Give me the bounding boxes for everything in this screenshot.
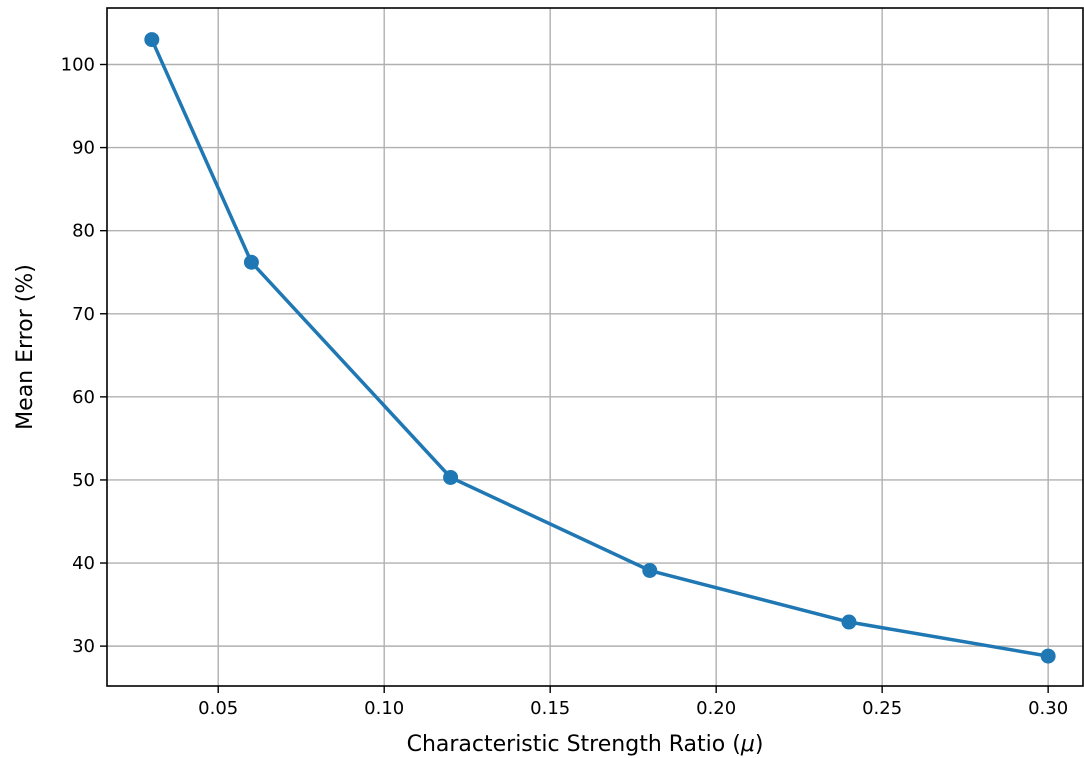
data-point bbox=[1040, 648, 1056, 664]
x-axis-label-symbol: μ bbox=[740, 732, 755, 757]
y-tick-label: 80 bbox=[72, 221, 95, 242]
x-tick-label: 0.05 bbox=[198, 698, 238, 719]
y-tick-label: 50 bbox=[72, 470, 95, 491]
axis-ticks bbox=[100, 63, 1049, 693]
y-tick-label: 90 bbox=[72, 138, 95, 159]
y-tick-label: 60 bbox=[72, 387, 95, 408]
plot-frame bbox=[106, 7, 1084, 687]
data-point bbox=[841, 614, 857, 630]
data-point bbox=[243, 254, 259, 270]
x-axis-label-text: Characteristic Strength Ratio ( bbox=[407, 732, 741, 757]
x-tick-label: 0.15 bbox=[530, 698, 570, 719]
y-tick-labels: 30 40 50 60 70 80 90 100 bbox=[61, 55, 95, 658]
x-tick-label: 0.20 bbox=[696, 698, 736, 719]
x-tick-label: 0.10 bbox=[364, 698, 404, 719]
data-point bbox=[144, 32, 160, 48]
x-axis-label-suffix: ) bbox=[755, 732, 764, 757]
series-line bbox=[150, 38, 1049, 658]
y-tick-label: 30 bbox=[72, 636, 95, 657]
x-tick-labels: 0.05 0.10 0.15 0.20 0.25 0.30 bbox=[198, 698, 1068, 719]
x-axis-label: Characteristic Strength Ratio (μ) bbox=[407, 732, 764, 757]
data-point bbox=[443, 469, 459, 485]
y-tick-label: 100 bbox=[61, 55, 95, 76]
y-tick-label: 40 bbox=[72, 553, 95, 574]
data-point bbox=[642, 563, 658, 579]
x-tick-label: 0.25 bbox=[862, 698, 902, 719]
data-series bbox=[144, 32, 1056, 664]
x-tick-label: 0.30 bbox=[1028, 698, 1068, 719]
y-axis-label: Mean Error (%) bbox=[13, 264, 38, 430]
grid-lines bbox=[107, 8, 1083, 686]
y-tick-label: 70 bbox=[72, 304, 95, 325]
